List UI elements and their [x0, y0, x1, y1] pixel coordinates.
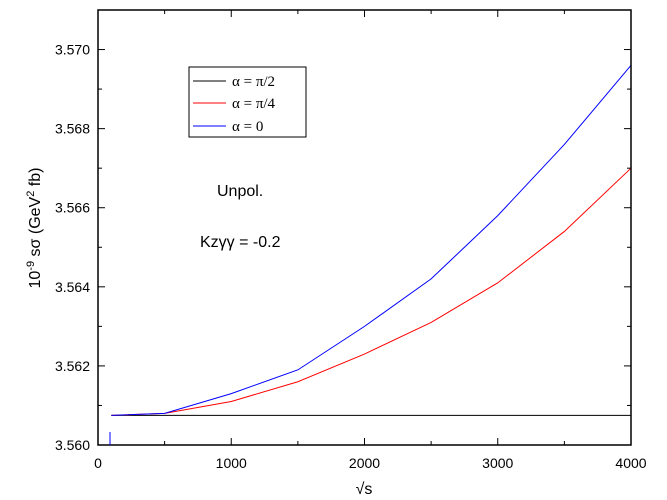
x-tick-label: 2000 [349, 455, 380, 471]
series-layer [111, 65, 632, 416]
annotation-kzgg: Kzγγ = -0.2 [200, 234, 281, 251]
y-tick-label: 3.562 [55, 358, 90, 374]
x-axis-title: √s [356, 481, 373, 498]
x-tick-label: 0 [94, 455, 102, 471]
series-line-1 [111, 167, 632, 416]
y-axis-title: 10-9 sσ (GeV2 fb) [25, 168, 44, 289]
y-tick-label: 3.566 [55, 200, 90, 216]
x-tick-label: 1000 [216, 455, 247, 471]
y-tick-label: 3.560 [55, 437, 90, 453]
legend-box [188, 66, 307, 138]
legend-label-alpha-0: α = 0 [232, 119, 263, 135]
y-tick-label: 3.564 [55, 279, 90, 295]
legend-label-alpha-pi-4: α = π/4 [232, 96, 276, 112]
y-tick-label: 3.570 [55, 42, 90, 58]
x-tick-label: 4000 [615, 455, 646, 471]
y-tick-label: 3.568 [55, 121, 90, 137]
x-tick-label: 3000 [482, 455, 513, 471]
legend-label-alpha-pi-2: α = π/2 [232, 74, 275, 90]
annotation-unpol: Unpol. [217, 183, 263, 200]
ticks-layer: 0 1000 2000 3000 4000 3.560 3.562 3.564 3.566 3.5… [55, 9, 647, 471]
legend: α = π/2 α = π/4 α = 0 [188, 66, 307, 138]
series-line-2 [111, 65, 632, 416]
plot-frame [97, 9, 632, 446]
